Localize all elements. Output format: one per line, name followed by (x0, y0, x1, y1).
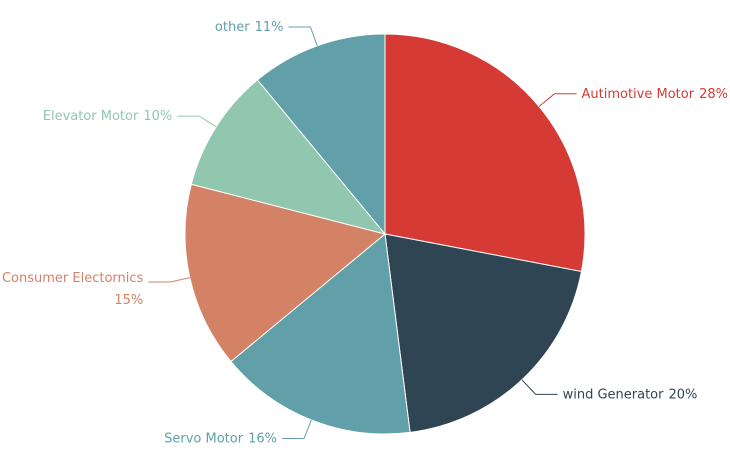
slice-label: wind Generator 20% (563, 387, 698, 402)
label-name: Elevator Motor (43, 109, 139, 124)
pie-slice (384, 233, 583, 433)
label-value: 20% (668, 387, 697, 402)
label-value: 16% (248, 431, 277, 446)
pie-slice (190, 79, 387, 235)
label-name: Autimotive Motor (582, 86, 695, 101)
leader-line (282, 419, 312, 440)
label-value: 15% (114, 292, 143, 307)
leader-line (538, 93, 577, 107)
label-name: other (215, 20, 250, 35)
slice-label: Servo Motor 16% (164, 431, 277, 446)
label-value: 28% (699, 86, 728, 101)
slice-label: Consumer Electornics 15% (2, 270, 144, 307)
leader-line (288, 26, 318, 46)
slice-label: Autimotive Motor 28% (582, 86, 728, 101)
slice-label: other 11% (215, 20, 284, 35)
pie-slice (384, 33, 586, 273)
label-name: wind Generator (563, 387, 665, 402)
leader-line (148, 277, 190, 283)
leader-line (521, 379, 558, 395)
slice-label: Elevator Motor 10% (43, 109, 172, 124)
label-name: Servo Motor (164, 431, 244, 446)
label-value: 10% (143, 109, 172, 124)
leader-line (177, 115, 217, 128)
label-value: 11% (255, 20, 284, 35)
label-name: Consumer Electornics (2, 270, 144, 285)
